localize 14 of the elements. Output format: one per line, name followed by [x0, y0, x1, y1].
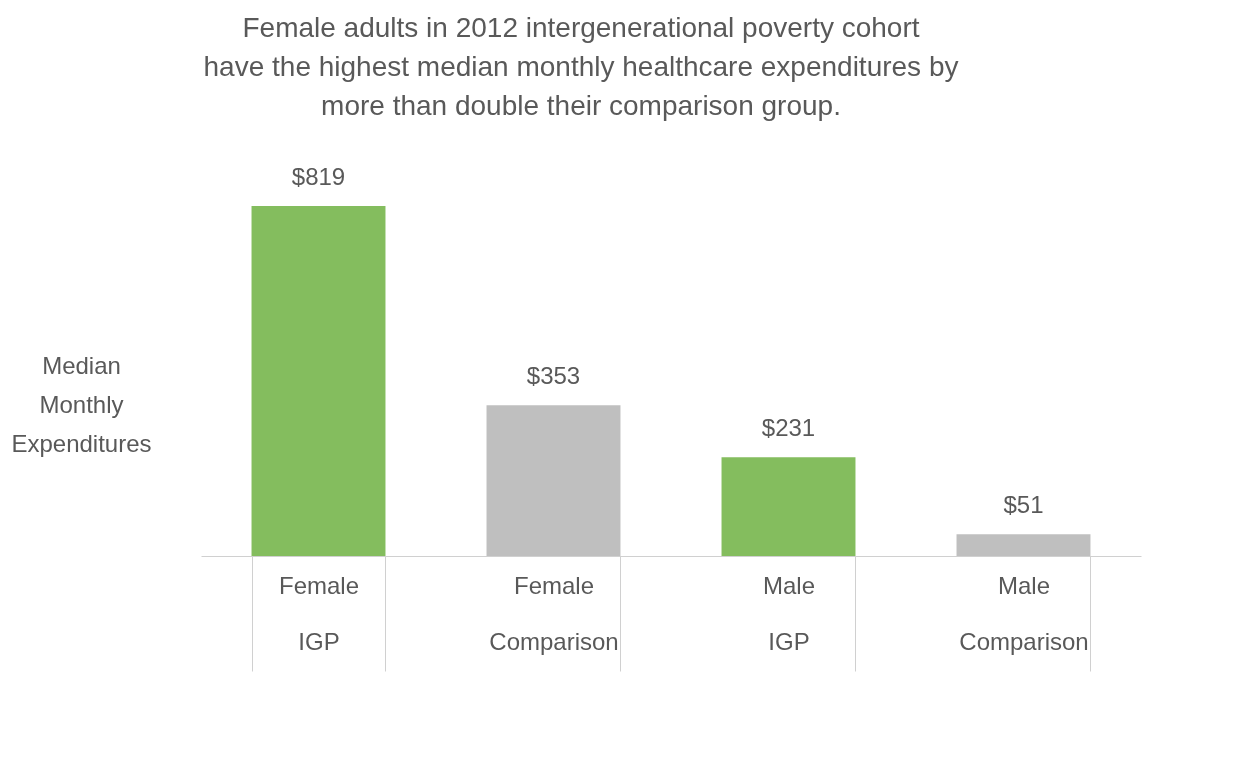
y-axis-title: Median Monthly Expenditures: [11, 351, 152, 457]
bar: [251, 206, 386, 556]
bar: [956, 534, 1091, 556]
category-label: Female IGP: [278, 571, 360, 655]
chart-title: Female adults in 2012 intergenerational poverty cohort have the highest median monthly healthcare expenditures by more than double their comparison group.: [203, 12, 959, 121]
bar: [486, 405, 621, 556]
category-label: Male Comparison: [959, 571, 1089, 655]
category-label: Female Comparison: [489, 571, 619, 655]
data-label: $51: [1003, 491, 1044, 519]
data-label: $819: [291, 163, 346, 190]
bar: [721, 457, 856, 556]
data-label: $231: [761, 414, 816, 442]
data-label: $353: [526, 362, 581, 390]
category-label: Male IGP: [762, 571, 816, 655]
